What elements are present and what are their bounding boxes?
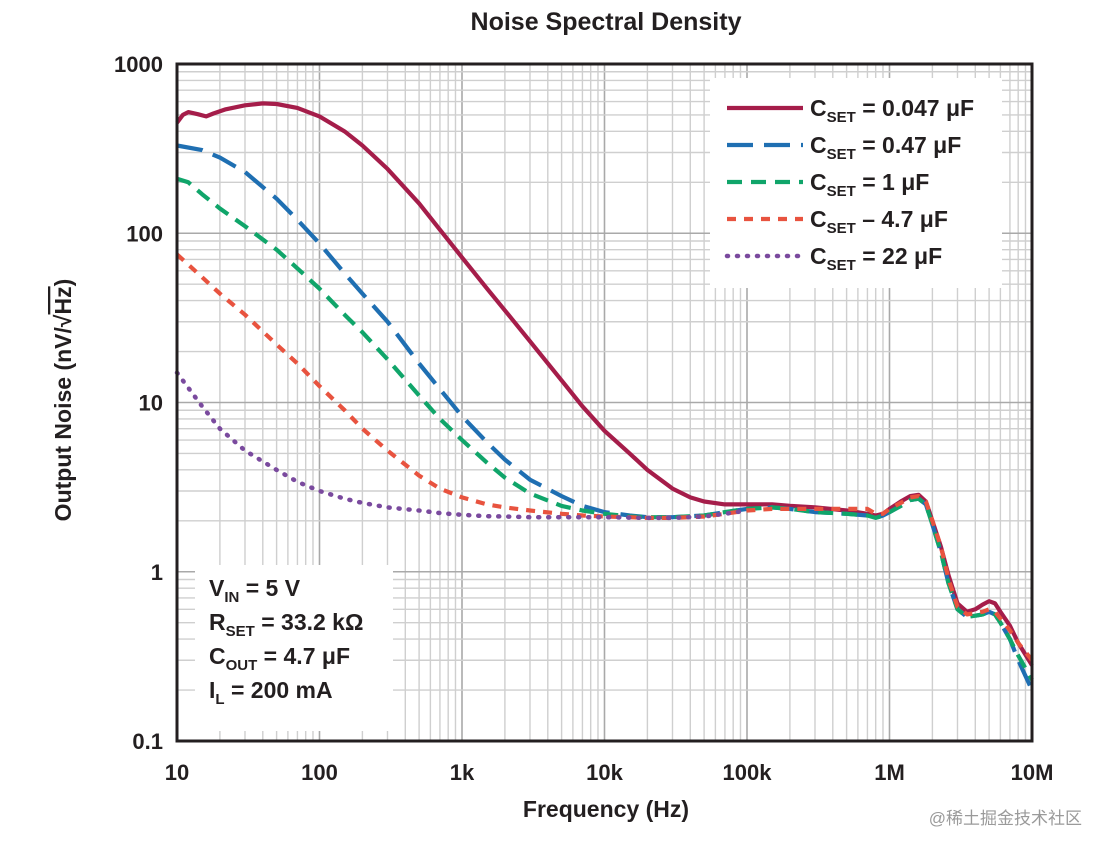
legend-label-4: CSET – 4.7 μF [810,206,948,237]
y-axis-label-suffix: ) [50,279,76,287]
y-tick-label: 10 [139,391,163,416]
series-lines [174,101,1034,691]
y-tick-label: 0.1 [132,729,163,754]
y-axis-label-radical: √ [50,314,76,327]
x-tick-label: 10 [165,760,189,785]
chart-title: Noise Spectral Density [471,8,742,36]
tick-labels: 10 100 1k 10k 100k 1M 10M 0.1 1 10 100 1000 [114,52,1053,785]
legend-label-3: CSET = 1 μF [810,169,929,200]
y-axis-label-prefix: Output Noise (nV/ [50,327,76,522]
y-axis-label-group: Output Noise (nV/√Hz) [50,279,76,522]
legend-label-2: CSET = 0.47 μF [810,132,961,163]
condition-4: IL = 200 mA [209,677,333,708]
y-tick-label: 1 [151,560,163,585]
x-tick-label: 10M [1011,760,1054,785]
y-axis-label: Output Noise (nV/√Hz) [50,279,76,522]
y-tick-label: 100 [126,221,163,246]
conditions-background [195,565,393,731]
condition-1: VIN = 5 V [209,575,301,606]
x-tick-label: 100 [301,760,338,785]
x-tick-label: 100k [723,760,773,785]
plot-frame [175,62,1034,743]
legend-label-1: CSET = 0.047 μF [810,95,974,126]
series-line-4 [175,252,1034,662]
legend-label-5: CSET = 22 μF [810,243,942,274]
condition-2: RSET = 33.2 kΩ [209,609,363,640]
y-tick-label: 1000 [114,52,163,77]
x-tick-label: 1k [450,760,475,785]
x-tick-label: 10k [586,760,623,785]
condition-3: COUT = 4.7 μF [209,643,350,674]
y-axis-label-radicand: Hz [50,286,76,314]
x-tick-label: 1M [874,760,905,785]
legend: CSET = 0.047 μF CSET = 0.47 μF CSET = 1 μF… [710,78,1002,288]
watermark: @稀土掘金技术社区 [929,809,1082,828]
x-axis-label: Frequency (Hz) [523,796,689,822]
series-line-5 [174,370,750,521]
